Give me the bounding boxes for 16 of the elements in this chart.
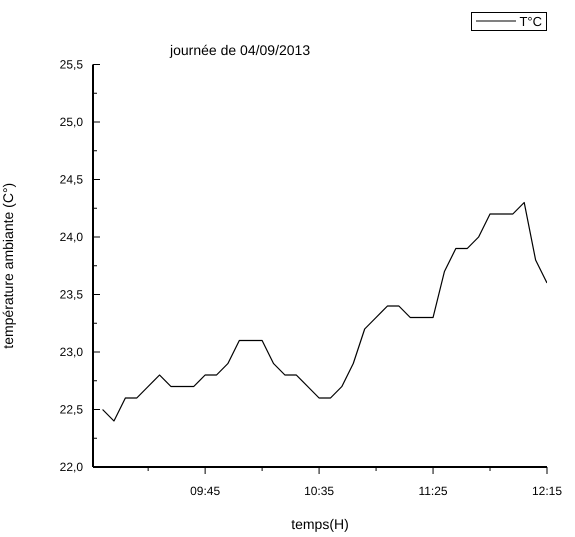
x-tick-label: 09:45	[190, 484, 220, 498]
x-tick-label: 12:15	[532, 484, 562, 498]
y-tick-label: 22,0	[60, 460, 84, 474]
y-axis-title: température ambiante (C°)	[0, 182, 16, 349]
y-tick-label: 25,0	[60, 115, 84, 129]
y-tick-label: 24,5	[60, 172, 84, 186]
y-tick-label: 25,5	[60, 58, 84, 72]
y-tick-label: 23,0	[60, 345, 84, 359]
x-tick-label: 10:35	[304, 484, 334, 498]
chart-title: journée de 04/09/2013	[170, 42, 310, 58]
legend-label: T°C	[519, 14, 542, 28]
y-tick-label: 24,0	[60, 230, 84, 244]
x-tick-label: 11:25	[418, 484, 448, 498]
y-tick-label: 23,5	[60, 288, 84, 302]
y-tick-label: 22,5	[60, 402, 84, 416]
x-axis-title: temps(H)	[291, 516, 349, 532]
